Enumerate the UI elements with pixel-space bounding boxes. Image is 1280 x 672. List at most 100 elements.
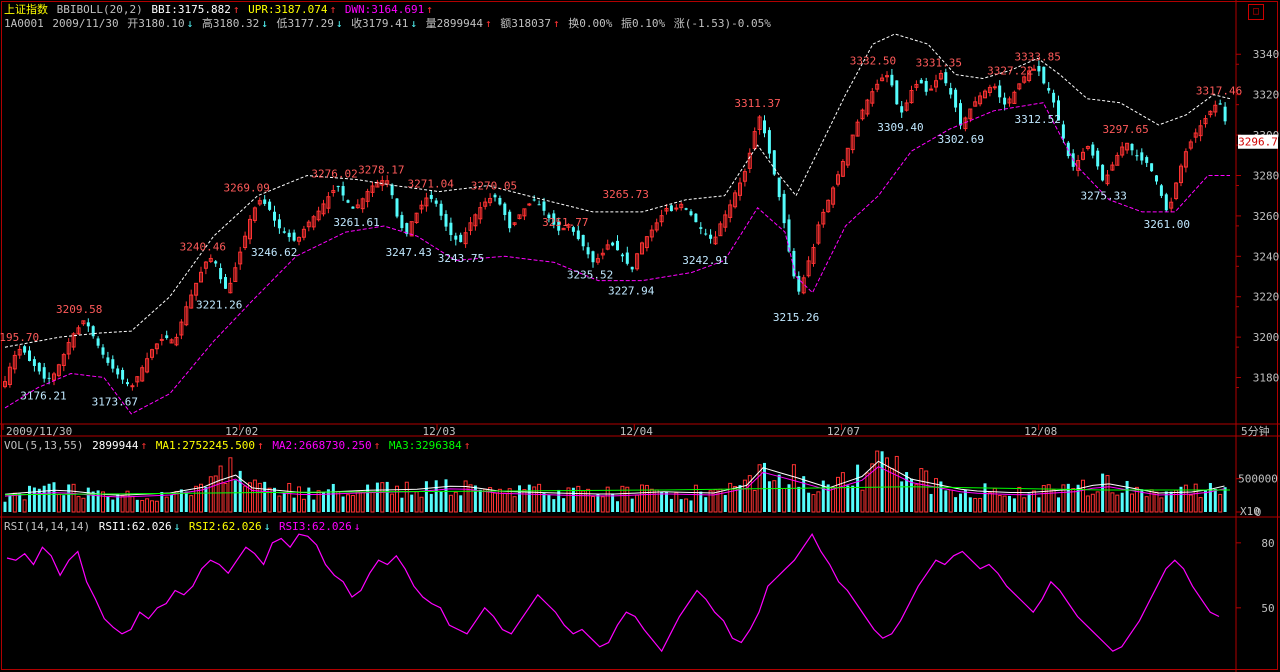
volume-bar-down: [233, 480, 237, 512]
volume-bar-down: [312, 499, 316, 512]
volume-bar-up: [973, 497, 978, 513]
candle-up: [1183, 151, 1188, 168]
price-tick-label: 3200: [1253, 331, 1280, 344]
dwn-value: DWN:3164.691: [344, 3, 425, 16]
low-annotation: 3247.43: [386, 246, 432, 259]
volume-bar-up: [1017, 486, 1022, 513]
rsi3-value: RSI3:62.026: [278, 520, 352, 533]
volume-bar-up: [532, 486, 537, 513]
volume-bar-down: [704, 497, 708, 512]
candle-down: [434, 200, 438, 204]
volume-bar-up: [1110, 492, 1115, 513]
candle-up: [909, 89, 914, 104]
candle-down: [684, 208, 688, 210]
candle-down: [919, 79, 923, 84]
volume-bar-down: [929, 493, 933, 512]
candle-up: [733, 192, 738, 208]
period-label[interactable]: 5分钟: [1241, 425, 1270, 438]
candle-up: [243, 235, 248, 249]
volume-bar-down: [968, 497, 972, 512]
candle-down: [1140, 152, 1144, 161]
volume-bar-up: [693, 484, 698, 513]
volume-bar-down: [856, 464, 860, 512]
volume-bar-down: [375, 482, 379, 512]
candle-up: [414, 212, 419, 223]
candle-up: [978, 95, 983, 105]
candle-down: [581, 234, 585, 247]
volume-bar-up: [537, 483, 542, 513]
candle-up: [517, 214, 522, 220]
candle-up: [203, 261, 208, 269]
candle-up: [742, 171, 747, 182]
volume-bar-up: [889, 468, 894, 513]
candle-up: [326, 196, 331, 209]
rsi-indicator-name[interactable]: RSI(14,14,14): [4, 520, 91, 533]
candle-up: [1208, 110, 1213, 116]
candle-down: [1218, 103, 1222, 105]
candle-down: [704, 233, 708, 235]
candle-up: [135, 376, 140, 383]
volume-bar-down: [1008, 495, 1011, 512]
volume-bar-up: [742, 479, 747, 513]
volume-bar-up: [76, 496, 81, 513]
maximize-icon[interactable]: □: [1248, 4, 1264, 20]
indicator-name[interactable]: BBIBOLL(20,2): [56, 3, 143, 16]
volume-bar-up: [488, 487, 493, 513]
candle-down: [405, 223, 409, 235]
date-label: 12/08: [1024, 425, 1057, 438]
candle-down: [503, 203, 507, 215]
candle-up: [301, 228, 306, 238]
high-annotation: 3317.46: [1196, 85, 1242, 98]
high-annotation: 3333.85: [1015, 50, 1061, 63]
volume-bar-down: [959, 493, 962, 512]
high-annotation: 3278.17: [358, 164, 404, 177]
volume-bar-up: [125, 490, 130, 513]
volume-bar-down: [1223, 487, 1227, 512]
volume-bar-down: [331, 483, 335, 512]
volume-bar-down: [1101, 473, 1105, 512]
volume-bar-down: [518, 485, 521, 512]
candle-up: [189, 294, 194, 309]
volume-bar-down: [326, 489, 330, 512]
volume-bar-down: [410, 494, 414, 512]
candle-up: [194, 282, 199, 296]
candle-down: [895, 80, 899, 105]
candle-down: [400, 215, 404, 229]
volume-bar-down: [429, 493, 433, 512]
price-tick-label: 3340: [1253, 48, 1280, 61]
volume-bar-down: [1204, 490, 1207, 512]
volume-indicator-name[interactable]: VOL(5,13,55): [4, 439, 84, 452]
volume-bar-down: [1037, 497, 1041, 512]
low-annotation: 3261.61: [333, 216, 379, 229]
volume-bar-up: [390, 493, 395, 513]
volume-bar-up: [228, 457, 233, 513]
candle-up: [635, 253, 640, 270]
volume-bar-up: [140, 500, 145, 513]
candle-down: [924, 81, 928, 92]
volume-bar-down: [1125, 480, 1129, 512]
volume-bar-down: [527, 484, 531, 512]
candle-up: [252, 207, 257, 221]
candle-up: [1179, 165, 1183, 184]
volume-bar-up: [248, 482, 252, 513]
candle-up: [850, 134, 855, 151]
volume-bar-up: [1188, 494, 1193, 513]
candle-up: [1198, 125, 1203, 137]
volume-bar-down: [184, 491, 188, 512]
index-name[interactable]: 上证指数: [4, 3, 48, 16]
candle-down: [944, 72, 948, 84]
candle-up: [1027, 70, 1032, 82]
volume-bar-up: [1144, 496, 1149, 513]
candle-up: [821, 211, 826, 225]
volume-bar-up: [1046, 484, 1051, 513]
candle-up: [355, 204, 360, 209]
volume-bar-up: [453, 491, 458, 513]
rsi-tick-label: 50: [1261, 602, 1274, 615]
upr-arrow: ↑: [329, 3, 337, 16]
volume-bar-down: [322, 492, 325, 512]
low-annotation: 3309.40: [877, 121, 923, 134]
stock-code: 1A0001: [4, 17, 44, 30]
volume-bar-up: [316, 490, 321, 513]
volume-bar-up: [586, 488, 591, 513]
candle-up: [169, 339, 174, 344]
